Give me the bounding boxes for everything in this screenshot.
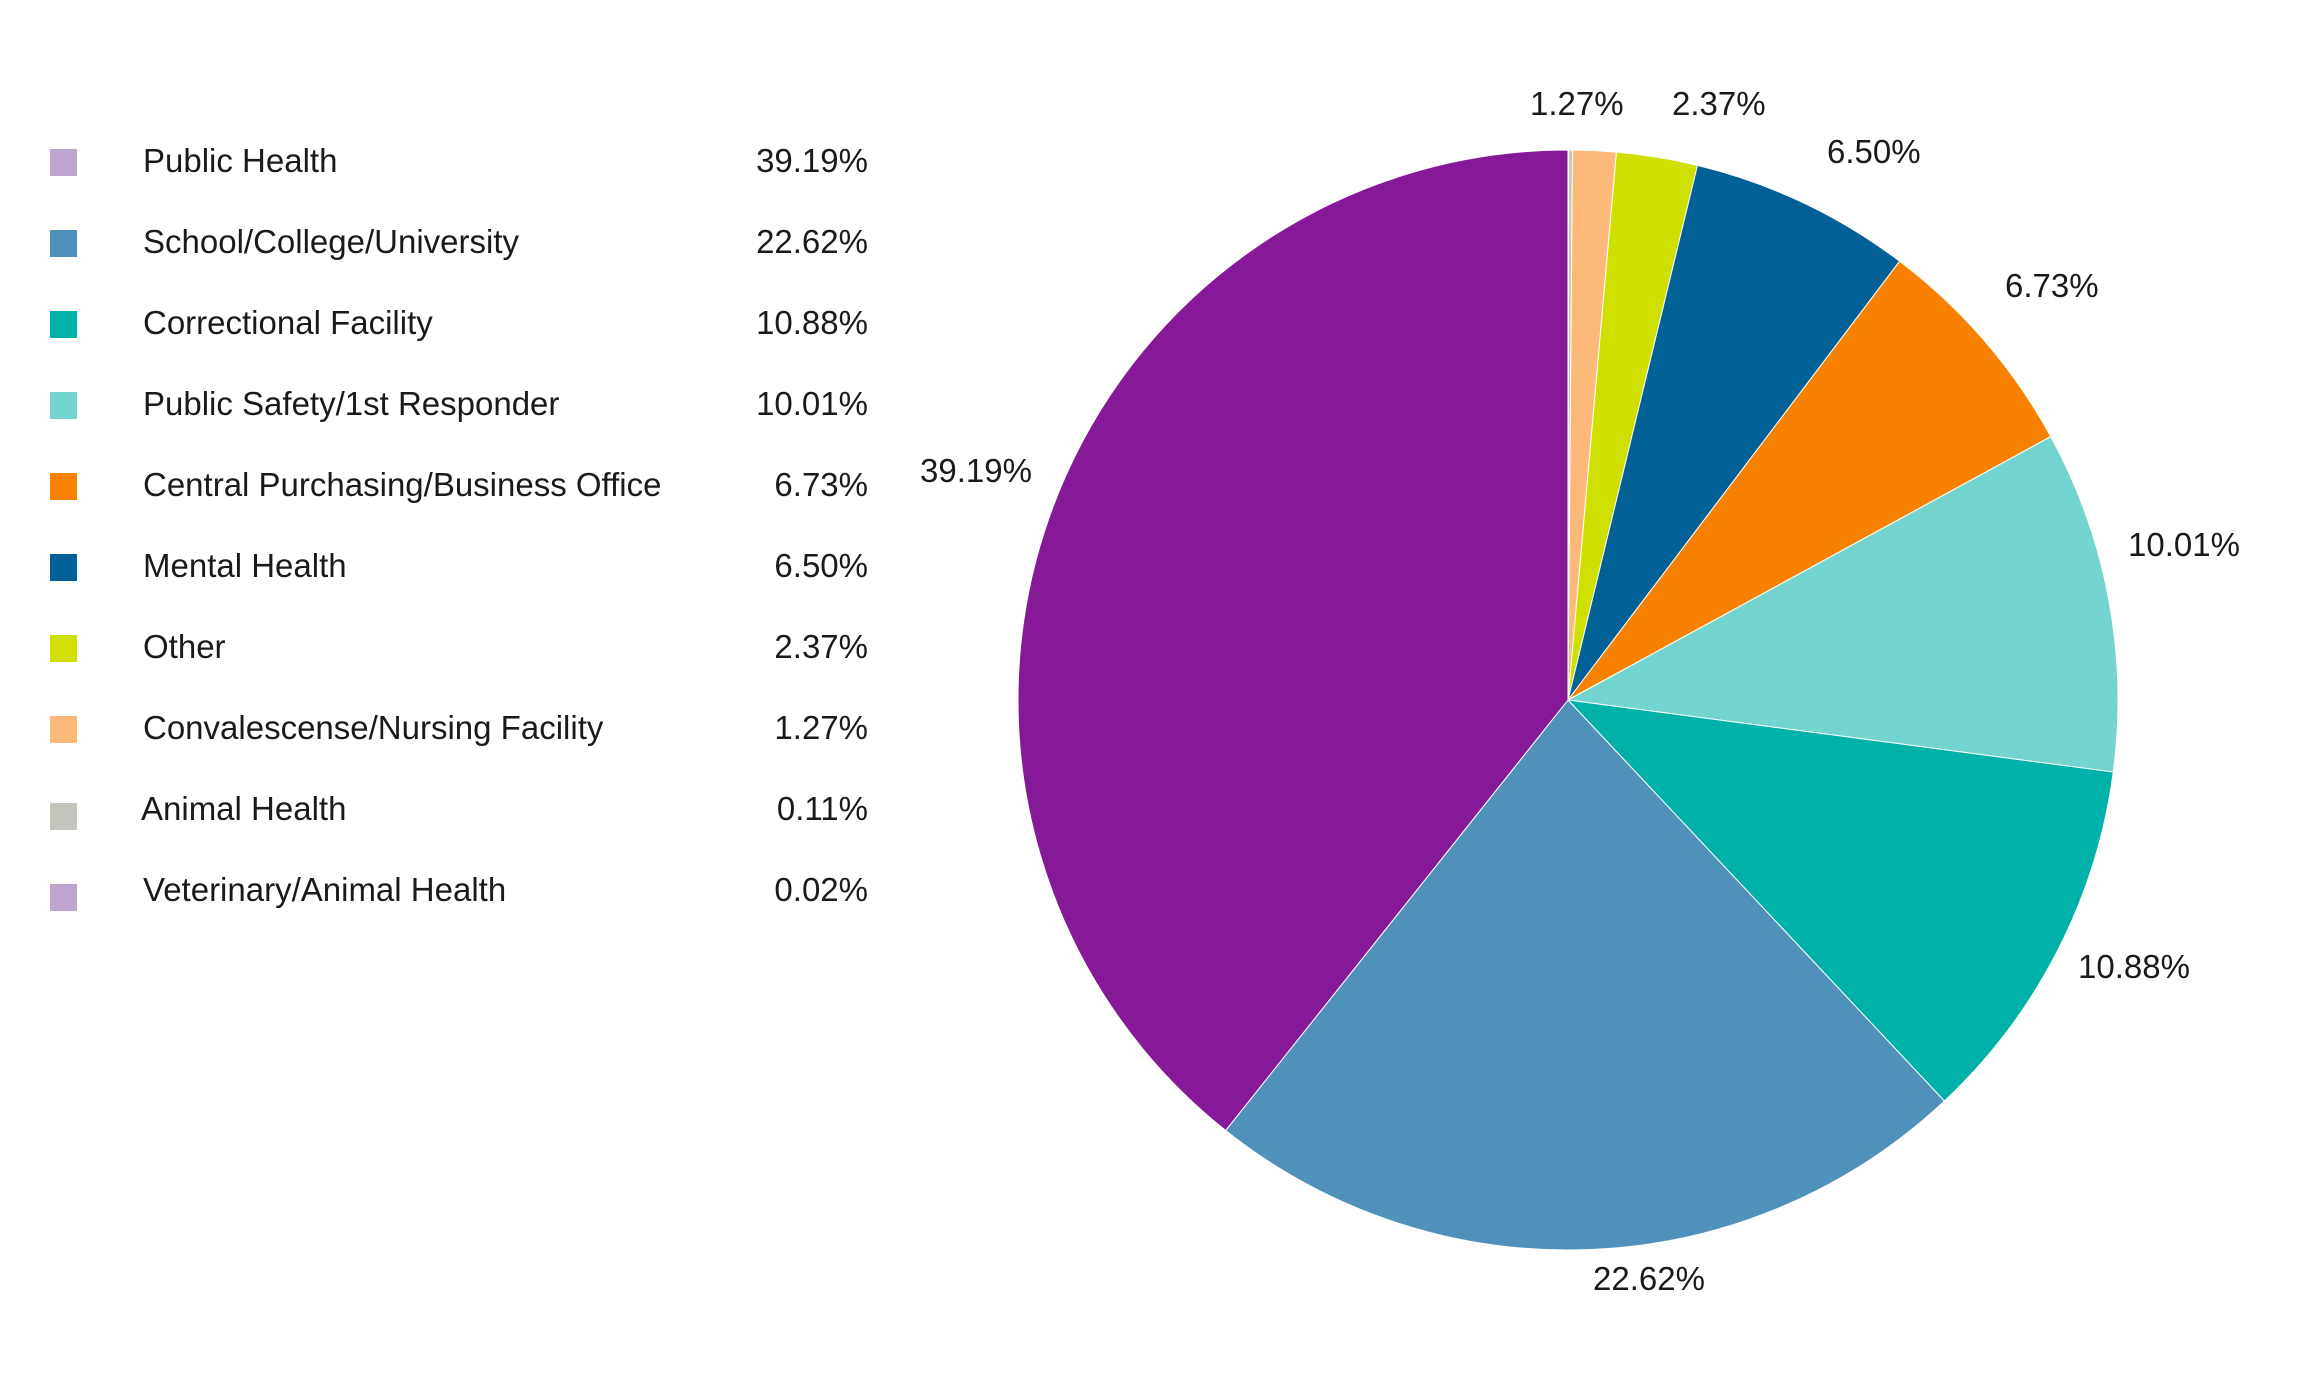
- legend-value: 1.27%: [774, 709, 868, 746]
- legend-value: 0.02%: [774, 871, 868, 908]
- legend-item-correctional-facility: Correctional Facility 10.88%: [0, 293, 880, 353]
- legend-label: Animal Health: [141, 790, 347, 827]
- data-label-other: 2.37%: [1672, 85, 1766, 122]
- legend-value: 22.62%: [756, 223, 868, 260]
- legend-item-school-college-university: School/College/University 22.62%: [0, 212, 880, 272]
- legend-item-central-purchasing: Central Purchasing/Business Office 6.73%: [0, 455, 880, 515]
- legend-swatch: [50, 635, 77, 662]
- pie-slice-correctional-facility: [1566, 699, 2114, 1102]
- pie-slice-public-health: [1017, 149, 1569, 1132]
- legend-item-other: Other 2.37%: [0, 617, 880, 677]
- pie-slice-public-safety-1st-responder: [1566, 435, 2119, 773]
- data-label-correctional-facility: 10.88%: [2078, 948, 2190, 985]
- legend-swatch: [50, 884, 77, 911]
- data-label-central-purchasing: 6.73%: [2005, 267, 2099, 304]
- pie-slice-mental-health: [1567, 164, 1901, 701]
- legend-value: 2.37%: [774, 628, 868, 665]
- pie-slice-central-purchasing-business-office: [1567, 260, 2052, 701]
- data-label-school-college-university: 22.62%: [1593, 1260, 1705, 1297]
- pie-labels: 39.19% 22.62% 10.88% 10.01% 6.73% 6.50% …: [920, 85, 2240, 1297]
- legend-label: Public Health: [143, 142, 338, 179]
- legend-label: Convalescense/Nursing Facility: [143, 709, 604, 746]
- data-label-public-safety: 10.01%: [2128, 526, 2240, 563]
- legend-label: Veterinary/Animal Health: [143, 871, 507, 908]
- legend-value: 6.73%: [774, 466, 868, 503]
- pie-slices: [1017, 149, 2119, 1251]
- legend-swatch: [50, 230, 77, 257]
- legend-label: Correctional Facility: [143, 304, 433, 341]
- legend-swatch: [50, 149, 77, 176]
- legend-label: School/College/University: [143, 223, 520, 260]
- legend-swatch: [50, 392, 77, 419]
- legend-value: 10.88%: [756, 304, 868, 341]
- data-label-convalescense-nursing: 1.27%: [1530, 85, 1624, 122]
- legend-label: Mental Health: [143, 547, 347, 584]
- legend-swatch: [50, 473, 77, 500]
- legend-item-public-health: Public Health 39.19%: [0, 131, 880, 191]
- data-label-mental-health: 6.50%: [1827, 133, 1921, 170]
- legend-swatch: [50, 311, 77, 338]
- data-label-public-health: 39.19%: [920, 452, 1032, 489]
- legend-swatch: [50, 554, 77, 581]
- legend-value: 10.01%: [756, 385, 868, 422]
- legend-item-convalescense-nursing: Convalescense/Nursing Facility 1.27%: [0, 698, 880, 758]
- legend-item-veterinary-animal-health: Veterinary/Animal Health 0.02%: [0, 860, 880, 920]
- legend-value: 0.11%: [776, 790, 868, 827]
- pie-slice-school-college-university: [1224, 699, 1946, 1251]
- legend-value: 6.50%: [774, 547, 868, 584]
- chart-legend: Public Health 39.19% School/College/Univ…: [0, 0, 900, 1000]
- legend-item-animal-health: Animal Health 0.11%: [0, 779, 880, 839]
- legend-swatch: [50, 803, 77, 830]
- legend-value: 39.19%: [756, 142, 868, 179]
- legend-swatch: [50, 716, 77, 743]
- legend-item-public-safety: Public Safety/1st Responder 10.01%: [0, 374, 880, 434]
- legend-label: Central Purchasing/Business Office: [143, 466, 662, 503]
- legend-item-mental-health: Mental Health 6.50%: [0, 536, 880, 596]
- legend-label: Public Safety/1st Responder: [143, 385, 560, 422]
- legend-label: Other: [143, 628, 226, 665]
